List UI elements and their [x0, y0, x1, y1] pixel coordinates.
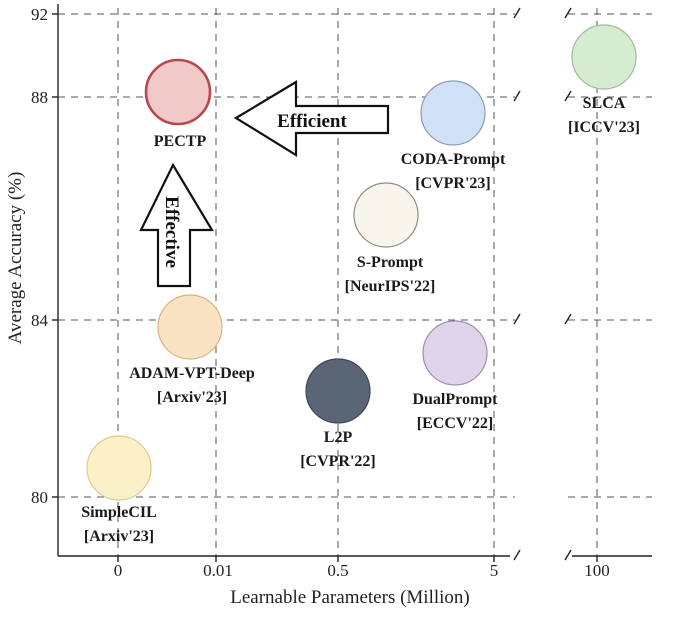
point-marker [144, 58, 212, 126]
point-venue: [NeurIPS'22] [345, 278, 436, 295]
break-mark [564, 313, 572, 325]
point-venue: [ECCV'22] [417, 415, 493, 432]
axis-break-marks [513, 7, 572, 561]
point-marker [571, 24, 637, 90]
break-mark [513, 549, 521, 561]
x-tick-label: 0 [114, 561, 123, 580]
axes [52, 4, 652, 562]
efficient-arrow-label: Efficient [277, 111, 347, 132]
break-mark [513, 7, 521, 19]
x-tick-label: 5 [490, 561, 499, 580]
break-mark [564, 90, 572, 102]
x-axis-label: Learnable Parameters (Million) [230, 587, 470, 608]
point-venue: [CVPR'22] [300, 453, 376, 470]
point-venue: [Arxiv'23] [157, 389, 227, 406]
y-tick-label: 92 [31, 5, 48, 24]
y-tick-labels: 92 88 84 80 [31, 5, 49, 507]
x-tick-label: 0.01 [203, 561, 233, 580]
point-marker [353, 182, 419, 248]
point-marker [305, 358, 371, 424]
point-marker [86, 435, 152, 501]
point-marker [157, 294, 223, 360]
point-name: CODA-Prompt [401, 151, 506, 168]
point-marker [422, 320, 488, 386]
y-tick-label: 84 [31, 311, 49, 330]
pt-pectp: PECTP [144, 58, 212, 150]
pt-sprompt: S-Prompt [NeurIPS'22] [345, 182, 436, 295]
pt-dualprompt: DualPrompt [ECCV'22] [412, 320, 498, 432]
x-tick-labels: 0 0.01 0.5 5 100 [114, 561, 610, 580]
break-mark [564, 549, 572, 561]
effective-arrow-shape [139, 162, 214, 288]
y-tick-label: 80 [31, 488, 48, 507]
break-mark [564, 7, 572, 19]
point-name: DualPrompt [412, 391, 498, 408]
effective-arrow: Effective [139, 162, 214, 288]
efficient-arrow-shape [233, 80, 390, 157]
pt-adam: ADAM-VPT-Deep [Arxiv'23] [129, 294, 255, 406]
break-mark [513, 90, 521, 102]
point-venue: [CVPR'23] [415, 175, 491, 192]
x-tick-label: 0.5 [327, 561, 348, 580]
point-venue: [ICCV'23] [568, 119, 640, 136]
pt-simplecil: SimpleCIL [Arxiv'23] [81, 435, 157, 545]
point-name: SimpleCIL [81, 504, 157, 521]
point-name: S-Prompt [357, 254, 424, 271]
point-venue: [Arxiv'23] [84, 528, 154, 545]
effective-arrow-label: Effective [161, 196, 182, 268]
point-name: L2P [324, 429, 353, 446]
point-name: ADAM-VPT-Deep [129, 365, 255, 382]
x-tick-label: 100 [584, 561, 610, 580]
pt-l2p: L2P [CVPR'22] [300, 358, 376, 470]
y-tick-label: 88 [31, 88, 48, 107]
break-mark [513, 313, 521, 325]
point-marker [420, 80, 486, 146]
y-axis-label: Average Accuracy (%) [5, 172, 26, 345]
point-name: SLCA [583, 95, 626, 112]
point-name: PECTP [154, 133, 207, 150]
pt-slca: SLCA [ICCV'23] [568, 24, 640, 136]
efficient-arrow: Efficient [233, 80, 390, 157]
pt-coda: CODA-Prompt [CVPR'23] [401, 80, 506, 192]
